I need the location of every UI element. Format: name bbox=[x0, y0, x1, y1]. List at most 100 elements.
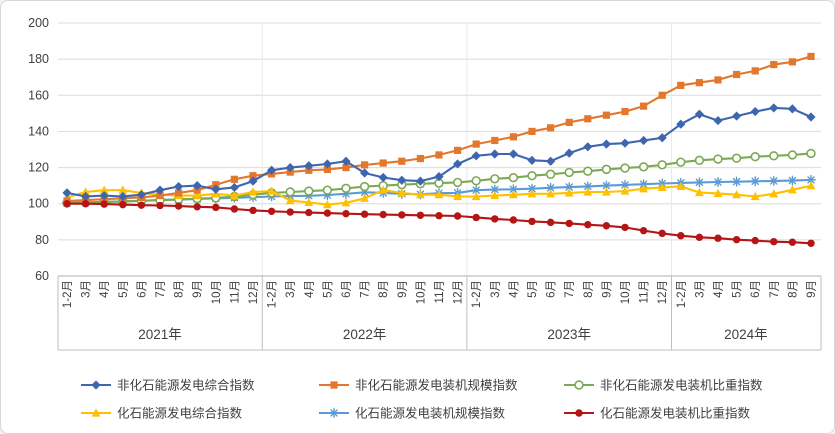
marker-asterisk bbox=[564, 182, 575, 193]
marker-asterisk bbox=[471, 185, 482, 196]
series-化石能源发电综合指数 bbox=[62, 181, 816, 209]
month-label: 5月 bbox=[322, 280, 334, 298]
month-label: 6月 bbox=[546, 280, 558, 298]
marker-asterisk bbox=[768, 175, 779, 186]
marker-diamond bbox=[694, 109, 704, 119]
legend-item: 非化石能源发电综合指数 bbox=[81, 378, 255, 393]
marker-square bbox=[788, 58, 796, 66]
marker-diamond bbox=[397, 175, 407, 185]
marker-square bbox=[695, 79, 703, 87]
marker-diamond bbox=[155, 185, 165, 195]
marker-diamond bbox=[211, 184, 221, 194]
month-label: 12月 bbox=[453, 280, 465, 304]
marker-circle bbox=[584, 220, 592, 229]
y-axis-tick-label: 120 bbox=[28, 161, 49, 175]
marker-triangle bbox=[769, 189, 779, 198]
month-label: 8月 bbox=[174, 280, 186, 298]
month-label: 1-2月 bbox=[471, 280, 483, 308]
month-label: 1-2月 bbox=[267, 280, 279, 308]
marker-open-circle bbox=[471, 176, 481, 186]
marker-square bbox=[751, 67, 759, 75]
legend-item: 化石能源发电装机比重指数 bbox=[564, 406, 751, 421]
month-label: 3月 bbox=[694, 280, 706, 298]
legend-item: 化石能源发电装机规模指数 bbox=[319, 406, 506, 421]
month-label: 7月 bbox=[564, 280, 576, 298]
marker-circle bbox=[267, 207, 276, 216]
marker-circle bbox=[528, 217, 536, 226]
marker-circle bbox=[491, 215, 499, 223]
marker-open-circle bbox=[694, 155, 705, 166]
month-label: 8月 bbox=[787, 280, 799, 298]
month-label: 4月 bbox=[508, 280, 520, 298]
marker-diamond bbox=[229, 182, 239, 193]
marker-open-circle bbox=[750, 152, 760, 162]
marker-open-circle bbox=[676, 157, 686, 167]
marker-diamond bbox=[583, 142, 593, 152]
marker-square bbox=[175, 189, 183, 197]
marker-triangle bbox=[788, 185, 797, 194]
marker-square bbox=[323, 165, 331, 173]
marker-circle bbox=[360, 210, 369, 218]
marker-circle bbox=[286, 208, 294, 216]
marker-square bbox=[565, 118, 573, 126]
month-label: 1-2月 bbox=[62, 280, 74, 308]
y-axis-tick-label: 60 bbox=[35, 269, 49, 283]
legend-item: 非化石能源发电装机规模指数 bbox=[319, 378, 518, 393]
marker-asterisk bbox=[329, 408, 339, 418]
legend-label: 化石能源发电装机规模指数 bbox=[355, 406, 506, 421]
month-label: 12月 bbox=[248, 280, 260, 304]
marker-triangle bbox=[620, 186, 630, 195]
marker-diamond bbox=[341, 156, 351, 166]
marker-square bbox=[491, 136, 499, 145]
marker-diamond bbox=[192, 181, 202, 191]
marker-triangle bbox=[81, 187, 90, 196]
marker-open-circle bbox=[564, 167, 574, 178]
marker-diamond bbox=[118, 191, 128, 202]
y-axis-tick-label: 100 bbox=[28, 197, 49, 211]
month-label: 10月 bbox=[620, 280, 632, 304]
series-非化石能源发电综合指数 bbox=[62, 103, 816, 202]
month-label: 3月 bbox=[490, 280, 502, 298]
legend-label: 非化石能源发电装机规模指数 bbox=[355, 378, 518, 393]
marker-circle bbox=[100, 200, 108, 208]
marker-square bbox=[621, 107, 629, 116]
marker-circle bbox=[509, 216, 518, 224]
marker-triangle bbox=[750, 191, 760, 201]
marker-open-circle bbox=[806, 148, 816, 159]
month-label: 7月 bbox=[769, 280, 781, 298]
marker-circle bbox=[751, 236, 759, 245]
marker-diamond bbox=[248, 176, 258, 186]
marker-triangle bbox=[657, 182, 667, 192]
marker-triangle bbox=[695, 187, 704, 197]
marker-diamond bbox=[676, 119, 686, 129]
month-label: 11月 bbox=[229, 280, 241, 303]
marker-square bbox=[640, 102, 648, 110]
marker-circle bbox=[472, 213, 480, 222]
marker-open-circle bbox=[304, 186, 314, 196]
marker-triangle bbox=[564, 188, 574, 197]
marker-diamond bbox=[639, 135, 649, 146]
marker-square bbox=[342, 163, 350, 172]
marker-open-circle bbox=[731, 153, 742, 163]
marker-square bbox=[547, 124, 555, 132]
month-label: 7月 bbox=[360, 280, 372, 298]
marker-triangle bbox=[639, 184, 648, 193]
month-label: 6月 bbox=[136, 280, 148, 298]
marker-open-circle bbox=[341, 183, 351, 194]
marker-open-circle bbox=[574, 380, 584, 390]
marker-triangle bbox=[434, 190, 444, 199]
marker-triangle bbox=[285, 196, 295, 205]
marker-diamond bbox=[322, 159, 332, 169]
marker-square bbox=[379, 159, 387, 167]
marker-diamond bbox=[750, 106, 760, 117]
marker-diamond bbox=[527, 155, 537, 165]
month-label: 9月 bbox=[806, 280, 818, 298]
marker-triangle bbox=[99, 185, 109, 194]
marker-diamond bbox=[434, 172, 444, 182]
month-label: 9月 bbox=[601, 280, 613, 298]
marker-square bbox=[677, 81, 685, 89]
marker-circle bbox=[230, 205, 239, 213]
marker-square bbox=[714, 76, 722, 84]
month-label: 4月 bbox=[304, 280, 316, 298]
